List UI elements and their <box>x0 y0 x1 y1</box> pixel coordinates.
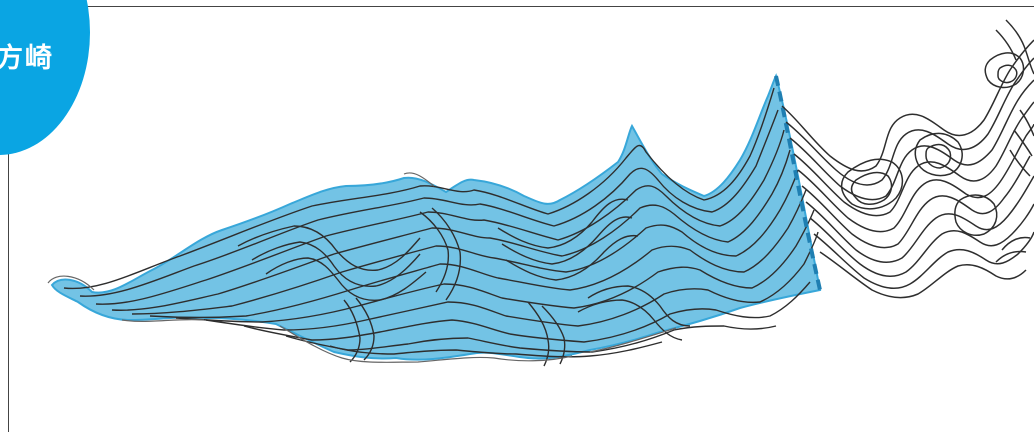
highlighted-contours <box>63 87 819 367</box>
black-contours <box>781 19 1034 299</box>
location-label: 方崎 <box>0 43 54 74</box>
coastline <box>47 172 677 363</box>
map-frame <box>8 6 1034 432</box>
highlighted-area <box>50 73 822 361</box>
boundary-line <box>774 75 822 291</box>
